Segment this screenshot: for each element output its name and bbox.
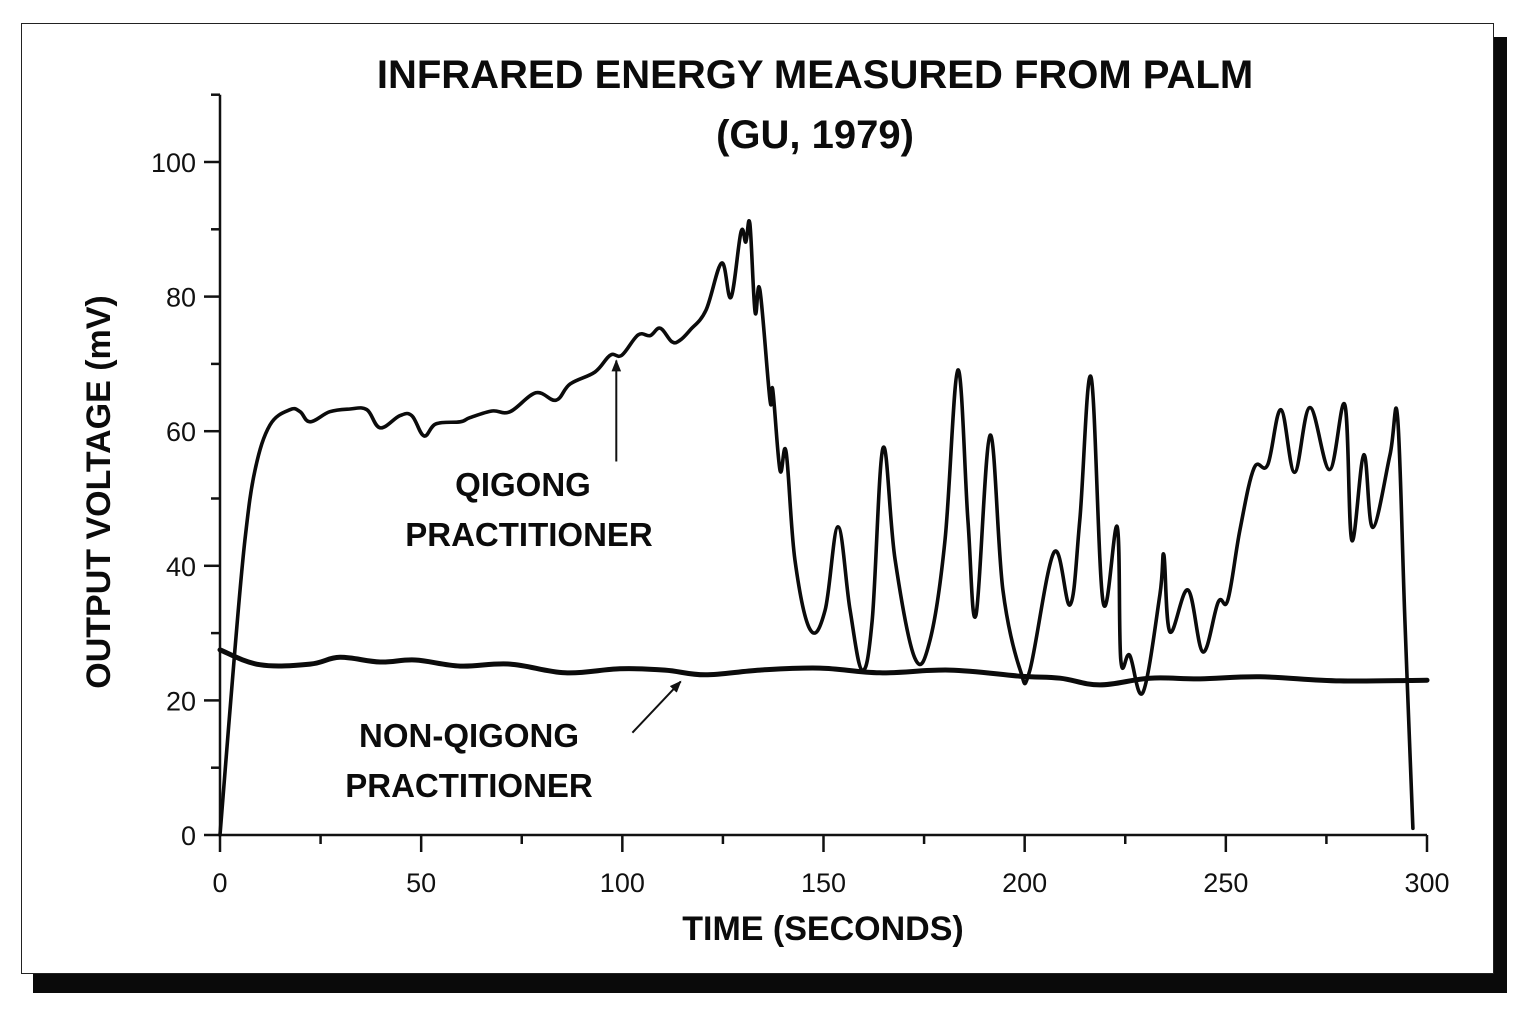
series-layer <box>217 219 1430 837</box>
x-tick-label: 100 <box>600 868 645 898</box>
x-tick-label: 150 <box>801 868 846 898</box>
non-qigong-label-line1: NON-QIGONG <box>359 717 579 754</box>
non-qigong-label-line2: PRACTITIONER <box>345 767 593 804</box>
y-tick-label: 40 <box>166 552 196 582</box>
x-axis-label: TIME (SECONDS) <box>682 910 963 948</box>
qigong-label-line1: QIGONG <box>455 466 591 503</box>
y-tick-label: 20 <box>166 686 196 716</box>
qigong-practitioner-line <box>218 219 1415 837</box>
non-qigong-practitioner-line <box>217 647 1430 688</box>
qigong-label-line2: PRACTITIONER <box>405 516 653 553</box>
x-tick-label: 200 <box>1002 868 1047 898</box>
x-tick-label: 300 <box>1404 868 1449 898</box>
y-tick-label: 0 <box>181 821 196 851</box>
y-tick-label: 100 <box>151 148 196 178</box>
x-tick-label: 50 <box>406 868 436 898</box>
y-tick-label: 80 <box>166 283 196 313</box>
chart-title: INFRARED ENERGY MEASURED FROM PALM <box>377 53 1253 97</box>
x-tick-label: 0 <box>212 868 227 898</box>
chart-subtitle: (GU, 1979) <box>716 113 914 157</box>
x-tick-label: 250 <box>1203 868 1248 898</box>
non-qigong-arrow-icon <box>631 680 682 734</box>
figure-frame <box>21 23 1494 974</box>
y-axis-label: OUTPUT VOLTAGE (mV) <box>80 295 118 689</box>
y-tick-label: 60 <box>166 417 196 447</box>
axes: 0 20 40 60 80 100 0 50 100 150 200 250 300 <box>151 93 1450 898</box>
annotations: QIGONG PRACTITIONER NON-QIGONG PRACTITIONER <box>345 359 682 804</box>
